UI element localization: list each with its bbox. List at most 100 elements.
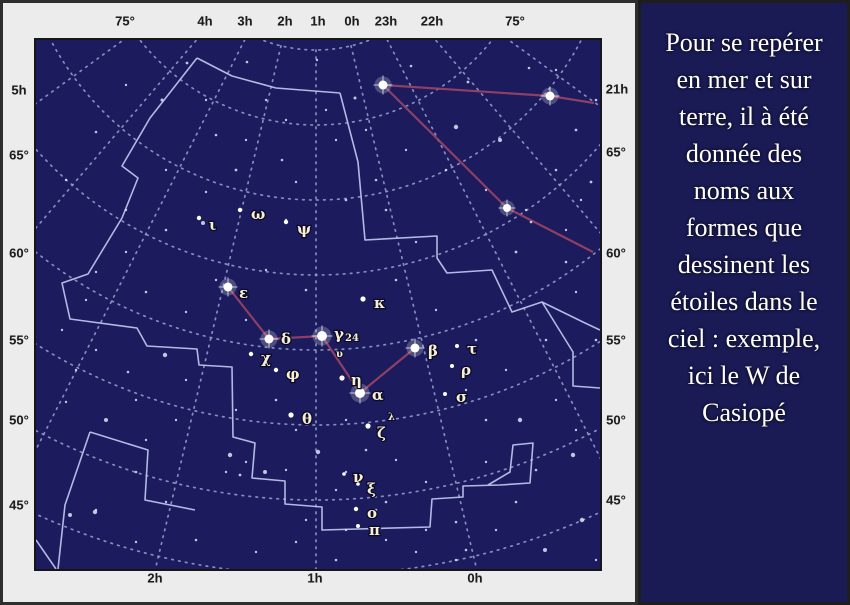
asterism-line [382, 84, 594, 253]
field-star [344, 418, 348, 422]
asterism-line [382, 83, 595, 105]
axis-tick-label: 3h [237, 13, 253, 29]
field-star [514, 500, 518, 504]
field-star [254, 550, 258, 554]
field-star [134, 540, 138, 544]
field-star [334, 488, 338, 492]
axis-tick-label: 4h [197, 13, 213, 29]
field-star [134, 398, 138, 402]
star-greek-label: ψ [297, 220, 311, 238]
field-star [364, 448, 368, 452]
axis-tick-label: 65° [606, 144, 626, 160]
field-star [224, 470, 228, 474]
axis-tick-label: 50° [606, 412, 626, 428]
axis-tick-label: 60° [606, 245, 626, 261]
field-star [424, 528, 428, 532]
field-star [524, 208, 528, 212]
star-greek-label: τ [467, 340, 477, 358]
field-star [92, 509, 98, 515]
field-star [474, 338, 478, 342]
field-star [504, 368, 508, 372]
field-star [164, 228, 168, 232]
field-star [353, 96, 357, 100]
star-greek-label: χ [261, 349, 271, 367]
axis-tick-label: 2h [277, 13, 293, 29]
field-star [64, 178, 68, 182]
field-star [238, 473, 242, 477]
field-star [384, 500, 388, 504]
field-star [315, 449, 321, 455]
axis-tick-label: 60° [9, 245, 29, 261]
star-greek-label: η [351, 371, 362, 389]
field-star [144, 438, 148, 442]
grid-dotted-line [36, 143, 600, 276]
axis-tick-label: 0h [467, 570, 483, 586]
field-star [409, 64, 413, 68]
field-star [517, 417, 523, 423]
field-star [124, 208, 128, 212]
field-star [374, 508, 378, 512]
named-star [273, 367, 279, 373]
field-star [529, 220, 533, 224]
field-star [284, 468, 288, 472]
field-star [294, 428, 298, 432]
field-star [594, 558, 598, 562]
caption-line: formes que [685, 213, 803, 242]
axis-tick-label: 1h [307, 570, 323, 586]
star-greek-label: π [369, 521, 380, 539]
axis-tick-label: 75° [505, 13, 525, 29]
field-star [444, 168, 448, 172]
bright-star [317, 331, 327, 341]
field-star [124, 250, 128, 254]
constellation-boundary [61, 57, 534, 531]
caption-text: Pour se repérer en mer et sur terre, il à … [638, 24, 850, 431]
grid-dotted-line [259, 40, 373, 51]
field-star [234, 408, 238, 412]
named-star [288, 412, 294, 418]
field-star [453, 124, 459, 130]
field-star [344, 470, 348, 474]
field-star [164, 168, 168, 172]
field-star [264, 98, 268, 102]
grid-dotted-line [36, 427, 600, 501]
field-star [414, 550, 418, 554]
field-star [244, 318, 248, 322]
field-star [454, 520, 458, 524]
axis-tick-label: 22h [420, 13, 444, 29]
grid-dotted-line [507, 40, 600, 108]
field-star [564, 260, 568, 264]
field-star [334, 558, 338, 562]
field-star [164, 500, 168, 504]
field-star [554, 168, 558, 172]
caption-line: ciel : exemple, [667, 324, 821, 353]
field-star [280, 158, 284, 162]
field-star [184, 310, 188, 314]
field-star [484, 418, 488, 422]
star-greek-label: κ [374, 294, 385, 312]
field-star [574, 290, 578, 294]
constellation-boundary [36, 539, 57, 569]
field-star [544, 338, 548, 342]
field-star [245, 60, 249, 64]
caption-panel: Pour se repérer en mer et sur terre, il à … [638, 0, 850, 605]
field-star [201, 221, 205, 225]
bright-star [223, 282, 233, 292]
star-small-label: 24 [345, 333, 359, 344]
caption-line: terre, il à été [679, 102, 809, 131]
bright-star [545, 91, 555, 101]
bright-star [355, 388, 365, 398]
field-star [162, 352, 168, 358]
named-star [248, 351, 254, 357]
field-star [494, 528, 498, 532]
field-star [94, 130, 98, 134]
field-star [84, 298, 88, 302]
axis-tick-label: 21h [605, 81, 629, 97]
grid-dotted-line [49, 40, 583, 201]
star-greek-label: ξ [367, 480, 376, 498]
field-star [394, 278, 398, 282]
field-star [484, 460, 488, 464]
field-star [60, 328, 64, 332]
star-greek-label: ο [367, 504, 377, 522]
star-greek-label: σ [456, 388, 467, 406]
